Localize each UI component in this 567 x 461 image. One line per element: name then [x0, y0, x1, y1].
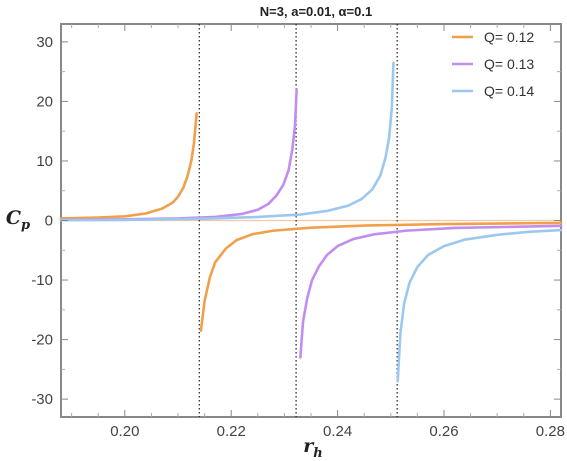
legend-label-3: Q= 0.14 [484, 83, 534, 99]
x-tick-label: 0.28 [536, 423, 565, 440]
series-lines [59, 61, 563, 383]
series-1-left-branch [59, 112, 198, 220]
series-3-left-branch [59, 61, 395, 222]
legend-label-1: Q= 0.12 [484, 29, 534, 45]
y-tick-label: 0 [45, 213, 53, 230]
svg-text:rh: rh [303, 435, 322, 461]
x-tick-label: 0.26 [429, 423, 458, 440]
y-axis-label-main: C [6, 207, 21, 229]
x-axis-label-main: r [303, 435, 315, 457]
x-tick-label: 0.22 [217, 423, 246, 440]
svg-text:Cp: Cp [6, 207, 30, 233]
x-axis-ticks: 0.20 0.22 0.24 0.26 0.28 [71, 24, 565, 440]
series-2-right-branch [299, 224, 563, 359]
y-axis-ticks: -30 -20 -10 0 10 20 30 [31, 34, 561, 408]
y-tick-label: -30 [31, 391, 53, 408]
x-tick-label: 0.20 [110, 423, 139, 440]
y-axis-label-sub: p [21, 218, 30, 233]
series-1-right-branch [199, 221, 563, 332]
legend: Q= 0.12 Q= 0.13 Q= 0.14 [452, 29, 534, 99]
y-tick-label: 10 [36, 153, 53, 170]
y-axis-label: Cp [6, 207, 30, 233]
x-axis-label-sub: h [313, 446, 322, 461]
series-3-right-branch [396, 228, 563, 383]
x-tick-label: 0.24 [323, 423, 352, 440]
chart-title: N=3, a=0.01, α=0.1 [260, 4, 372, 19]
y-tick-label: -20 [31, 332, 53, 349]
y-tick-label: 30 [36, 34, 53, 51]
plot-area: 0.20 0.22 0.24 0.26 0.28 -30 -20 -10 0 10 20 30 [31, 23, 565, 440]
y-tick-label: -10 [31, 272, 53, 289]
x-axis-label: rh [303, 435, 322, 461]
legend-label-2: Q= 0.13 [484, 56, 534, 72]
y-tick-label: 20 [36, 93, 53, 110]
